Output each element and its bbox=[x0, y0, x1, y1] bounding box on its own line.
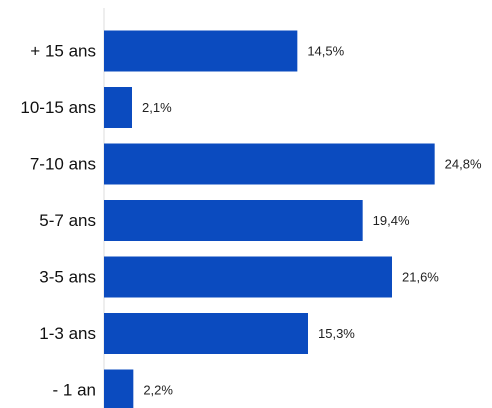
category-label-6: 1-3 ans bbox=[39, 324, 96, 343]
bar-6 bbox=[104, 313, 308, 354]
bar-2 bbox=[104, 87, 132, 128]
value-labels: 14,5% 2,1% 24,8% 19,4% 21,6% 15,3% 2,2% bbox=[142, 44, 482, 398]
category-label-5: 3-5 ans bbox=[39, 268, 96, 287]
value-label-7: 2,2% bbox=[143, 383, 173, 398]
value-label-1: 14,5% bbox=[307, 44, 344, 59]
value-label-4: 19,4% bbox=[373, 213, 410, 228]
bar-7 bbox=[104, 369, 134, 408]
bar-3 bbox=[104, 143, 435, 185]
category-label-7: - 1 an bbox=[53, 381, 96, 400]
value-label-3: 24,8% bbox=[445, 157, 482, 172]
bars-group bbox=[104, 30, 435, 408]
bar-4 bbox=[104, 200, 363, 241]
bar-5 bbox=[104, 256, 392, 298]
value-label-2: 2,1% bbox=[142, 100, 172, 115]
category-label-4: 5-7 ans bbox=[39, 211, 96, 230]
bar-1 bbox=[104, 30, 298, 72]
category-label-1: + 15 ans bbox=[30, 42, 96, 61]
value-label-5: 21,6% bbox=[402, 270, 439, 285]
category-label-2: 10-15 ans bbox=[20, 98, 96, 117]
category-label-3: 7-10 ans bbox=[30, 155, 96, 174]
category-labels: + 15 ans 10-15 ans 7-10 ans 5-7 ans 3-5 ans 1… bbox=[20, 42, 96, 400]
value-label-6: 15,3% bbox=[318, 326, 355, 341]
